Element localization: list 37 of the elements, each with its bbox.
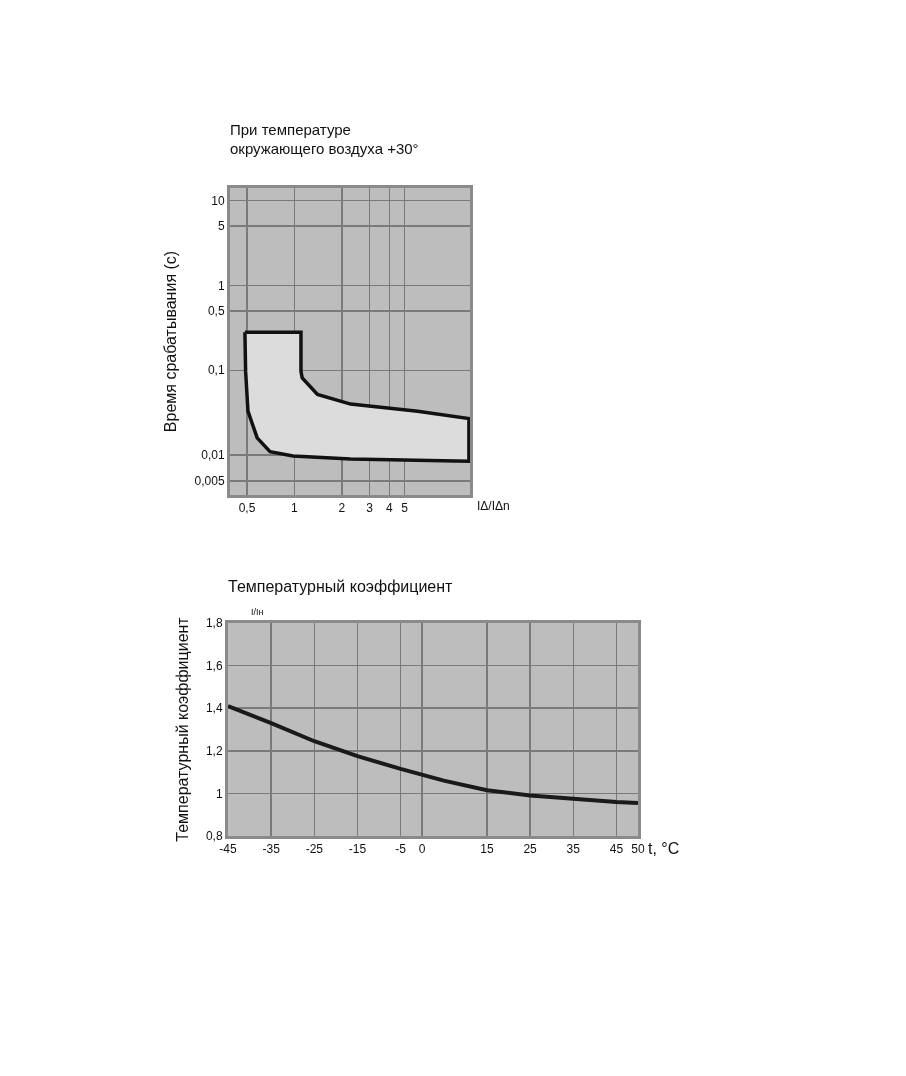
x-tick-label: 25: [523, 842, 538, 857]
y-tick-label: 0,5: [207, 304, 225, 319]
y-tick-label: 1,4: [205, 701, 223, 716]
x-tick-label: 3: [366, 501, 374, 516]
x-tick-label: -15: [348, 842, 367, 857]
y-tick-label: 1,8: [205, 616, 223, 631]
y-tick-label: 1: [215, 786, 223, 801]
x-tick-label: 1: [291, 501, 299, 516]
chart-title: При температуре окружающего воздуха +30°: [230, 120, 419, 157]
x-tick-label: 4: [385, 501, 393, 516]
y-axis-title: Время срабатывания (с): [162, 250, 180, 433]
y-tick-label: 0,1: [207, 363, 225, 378]
text: I/Iн: [251, 607, 264, 617]
y-tick-label: 0,01: [201, 448, 225, 463]
y-tick-label: 1,6: [205, 658, 223, 673]
y-tick-label: 1: [217, 278, 225, 293]
x-axis-title: t, °C: [648, 840, 680, 857]
y-tick-label: 0,8: [205, 829, 223, 844]
x-tick-label: -25: [305, 842, 324, 857]
x-tick-label: -5: [395, 842, 407, 857]
x-tick-label: 0: [418, 842, 426, 857]
x-tick-label: -45: [219, 842, 237, 857]
x-tick-label: 50: [631, 842, 645, 857]
x-tick-label: 0,5: [238, 501, 256, 516]
chart-title: Температурный коэффициент: [228, 578, 454, 595]
x-tick-label: 15: [480, 842, 494, 857]
x-tick-label: 45: [609, 842, 624, 857]
y-tick-label: 0,005: [194, 473, 225, 488]
x-tick-label: 35: [566, 842, 581, 857]
x-axis-title: IΔ/IΔn: [477, 499, 510, 513]
y-axis-title: Температурный коэффициент: [173, 616, 191, 842]
x-tick-label: 2: [338, 501, 346, 516]
y-tick-label: 5: [217, 219, 225, 234]
y-tick-label: 10: [211, 193, 225, 208]
x-tick-label: 5: [401, 501, 409, 516]
x-tick-label: -35: [262, 842, 281, 857]
y-tick-label: 1,2: [205, 744, 223, 758]
